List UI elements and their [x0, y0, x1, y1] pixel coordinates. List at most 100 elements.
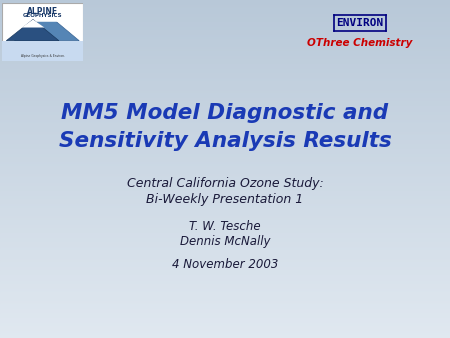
Bar [0, 220, 450, 221]
Bar [0, 81, 450, 83]
Bar [0, 120, 450, 122]
Bar [0, 335, 450, 336]
Bar [0, 42, 450, 44]
Bar [0, 232, 450, 233]
Bar [0, 199, 450, 201]
Bar [0, 260, 450, 262]
Bar [0, 83, 450, 84]
Bar [0, 35, 450, 37]
Bar [0, 172, 450, 174]
Bar [0, 318, 450, 319]
Bar [0, 233, 450, 235]
Bar [0, 115, 450, 117]
Bar [0, 86, 450, 88]
Bar [0, 265, 450, 267]
Bar [0, 30, 450, 32]
Bar [0, 63, 450, 64]
Bar [0, 140, 450, 142]
Bar [0, 34, 450, 35]
Bar [0, 226, 450, 228]
Bar [0, 279, 450, 281]
Bar [0, 250, 450, 252]
Bar [0, 95, 450, 96]
Bar [0, 183, 450, 184]
Bar [0, 105, 450, 106]
Bar [0, 49, 450, 51]
Bar [0, 257, 450, 259]
Polygon shape [14, 14, 79, 41]
Bar [0, 101, 450, 103]
Bar [0, 321, 450, 323]
Bar [0, 235, 450, 237]
Bar [0, 32, 450, 34]
Bar [0, 177, 450, 179]
Bar [0, 52, 450, 54]
Bar [0, 66, 450, 68]
Bar [0, 69, 450, 71]
Bar [0, 56, 450, 57]
Text: ALPINE: ALPINE [27, 7, 58, 17]
Bar [0, 243, 450, 245]
Bar [0, 12, 450, 14]
Bar [0, 122, 450, 123]
Bar [0, 330, 450, 331]
Bar [0, 316, 450, 318]
Bar [0, 281, 450, 282]
Bar [0, 17, 450, 19]
Bar [0, 311, 450, 313]
Bar [0, 255, 450, 257]
Bar [0, 286, 450, 287]
Bar [2, 41, 83, 61]
Bar [0, 84, 450, 86]
Bar [0, 59, 450, 61]
Bar [0, 152, 450, 154]
Bar [0, 113, 450, 115]
Bar [0, 215, 450, 216]
Bar [0, 96, 450, 98]
Bar [0, 22, 450, 24]
Bar [0, 247, 450, 248]
Bar [0, 287, 450, 289]
Bar [0, 323, 450, 324]
Bar [0, 184, 450, 186]
Bar [0, 225, 450, 226]
Bar [0, 159, 450, 161]
Bar [0, 127, 450, 128]
Bar [0, 277, 450, 279]
Bar [0, 14, 450, 15]
Bar [0, 181, 450, 183]
Bar [0, 51, 450, 52]
Bar [0, 37, 450, 39]
Bar [0, 98, 450, 100]
Bar [0, 46, 450, 47]
Bar [0, 193, 450, 194]
Bar [0, 210, 450, 211]
Bar [0, 264, 450, 265]
Bar [0, 0, 450, 2]
Text: 4 November 2003: 4 November 2003 [172, 259, 278, 271]
Bar [0, 155, 450, 157]
Bar [0, 100, 450, 101]
Text: Central California Ozone Study:: Central California Ozone Study: [126, 176, 324, 190]
Bar [0, 79, 450, 81]
Bar [0, 139, 450, 140]
Bar [0, 208, 450, 210]
Bar [0, 5, 450, 7]
Bar [0, 44, 450, 46]
Bar [0, 201, 450, 203]
Bar [0, 15, 450, 17]
Bar [0, 137, 450, 139]
Bar [0, 73, 450, 74]
Bar [0, 71, 450, 73]
Bar [0, 90, 450, 91]
Text: MM5 Model Diagnostic and: MM5 Model Diagnostic and [62, 103, 388, 123]
Bar [0, 216, 450, 218]
Bar [0, 296, 450, 297]
Bar [0, 118, 450, 120]
Bar [0, 289, 450, 291]
Bar [0, 211, 450, 213]
Bar [0, 324, 450, 326]
Bar [0, 189, 450, 191]
Bar [0, 132, 450, 134]
Bar [0, 164, 450, 166]
